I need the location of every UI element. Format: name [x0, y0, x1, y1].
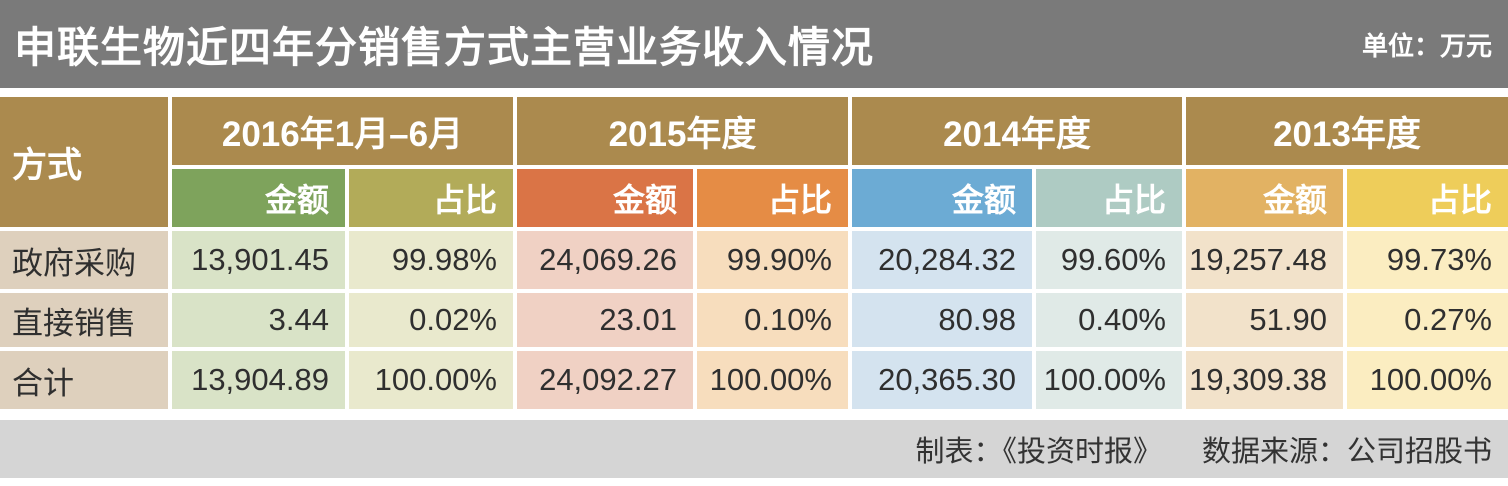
- page-title: 申联生物近四年分销售方式主营业务收入情况: [14, 23, 875, 71]
- ratio-header-2013: 占比: [1347, 169, 1508, 227]
- table-cell: 100.00%: [1347, 351, 1508, 409]
- table-cell: 80.98: [852, 293, 1032, 347]
- table-cell: 13,901.45: [172, 231, 345, 289]
- table-cell: 24,069.26: [517, 231, 693, 289]
- table-cell: 20,365.30: [852, 351, 1032, 409]
- amount-header-2016h1: 金额: [172, 169, 345, 227]
- unit-label: 单位：万元: [1361, 30, 1492, 61]
- revenue-table: 方式 2016年1月–6月 2015年度 2014年度 2013年度 金额 占比…: [0, 97, 1508, 409]
- year-header-2015: 2015年度: [517, 97, 848, 165]
- table-cell: 19,309.38: [1186, 351, 1343, 409]
- amount-header-2013: 金额: [1186, 169, 1343, 227]
- table-cell: 23.01: [517, 293, 693, 347]
- table-cell: 24,092.27: [517, 351, 693, 409]
- table-cell: 99.90%: [697, 231, 848, 289]
- table-cell: 99.98%: [349, 231, 513, 289]
- table-cell: 13,904.89: [172, 351, 345, 409]
- table-cell: 0.40%: [1036, 293, 1182, 347]
- row-label-government-procurement: 政府采购: [0, 231, 168, 289]
- ratio-header-2016h1: 占比: [349, 169, 513, 227]
- ratio-header-2015: 占比: [697, 169, 848, 227]
- table-cell: 100.00%: [697, 351, 848, 409]
- year-header-2013: 2013年度: [1186, 97, 1508, 165]
- table-cell: 20,284.32: [852, 231, 1032, 289]
- table-cell: 0.27%: [1347, 293, 1508, 347]
- title-bar: 申联生物近四年分销售方式主营业务收入情况 单位：万元: [0, 0, 1508, 88]
- table-cell: 100.00%: [349, 351, 513, 409]
- table-cell: 19,257.48: [1186, 231, 1343, 289]
- table-cell: 0.02%: [349, 293, 513, 347]
- table-cell: 99.73%: [1347, 231, 1508, 289]
- column-header-method: 方式: [0, 97, 168, 227]
- table-cell: 3.44: [172, 293, 345, 347]
- row-label-total: 合计: [0, 351, 168, 409]
- year-header-2014: 2014年度: [852, 97, 1182, 165]
- ratio-header-2014: 占比: [1036, 169, 1182, 227]
- table-cell: 0.10%: [697, 293, 848, 347]
- row-label-direct-sales: 直接销售: [0, 293, 168, 347]
- amount-header-2015: 金额: [517, 169, 693, 227]
- table-cell: 51.90: [1186, 293, 1343, 347]
- table-cell: 99.60%: [1036, 231, 1182, 289]
- amount-header-2014: 金额: [852, 169, 1032, 227]
- footer-bar: 制表：《投资时报》 数据来源：公司招股书: [0, 420, 1508, 478]
- data-source-label: 数据来源：公司招股书: [1201, 436, 1492, 468]
- table-cell: 100.00%: [1036, 351, 1182, 409]
- year-header-2016h1: 2016年1月–6月: [172, 97, 513, 165]
- credit-label: 制表：《投资时报》: [915, 436, 1162, 468]
